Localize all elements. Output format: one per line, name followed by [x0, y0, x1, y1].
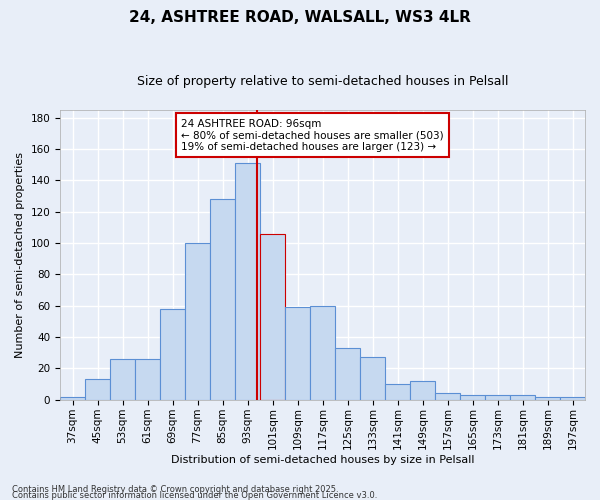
- Bar: [235, 163, 260, 400]
- X-axis label: Distribution of semi-detached houses by size in Pelsall: Distribution of semi-detached houses by …: [171, 455, 474, 465]
- Bar: [385, 384, 410, 400]
- Text: 24 ASHTREE ROAD: 96sqm
← 80% of semi-detached houses are smaller (503)
19% of se: 24 ASHTREE ROAD: 96sqm ← 80% of semi-det…: [181, 118, 443, 152]
- Bar: [210, 200, 235, 400]
- Bar: [460, 395, 485, 400]
- Bar: [85, 380, 110, 400]
- Text: 24, ASHTREE ROAD, WALSALL, WS3 4LR: 24, ASHTREE ROAD, WALSALL, WS3 4LR: [129, 10, 471, 25]
- Bar: [410, 381, 435, 400]
- Bar: [310, 306, 335, 400]
- Text: Contains HM Land Registry data © Crown copyright and database right 2025.: Contains HM Land Registry data © Crown c…: [12, 484, 338, 494]
- Bar: [110, 359, 135, 400]
- Bar: [185, 243, 210, 400]
- Bar: [160, 309, 185, 400]
- Bar: [360, 358, 385, 400]
- Bar: [535, 396, 560, 400]
- Text: Contains public sector information licensed under the Open Government Licence v3: Contains public sector information licen…: [12, 490, 377, 500]
- Bar: [285, 308, 310, 400]
- Bar: [260, 234, 285, 400]
- Title: Size of property relative to semi-detached houses in Pelsall: Size of property relative to semi-detach…: [137, 75, 508, 88]
- Bar: [510, 395, 535, 400]
- Bar: [435, 394, 460, 400]
- Bar: [560, 396, 585, 400]
- Bar: [485, 395, 510, 400]
- Bar: [60, 396, 85, 400]
- Y-axis label: Number of semi-detached properties: Number of semi-detached properties: [15, 152, 25, 358]
- Bar: [335, 348, 360, 400]
- Bar: [135, 359, 160, 400]
